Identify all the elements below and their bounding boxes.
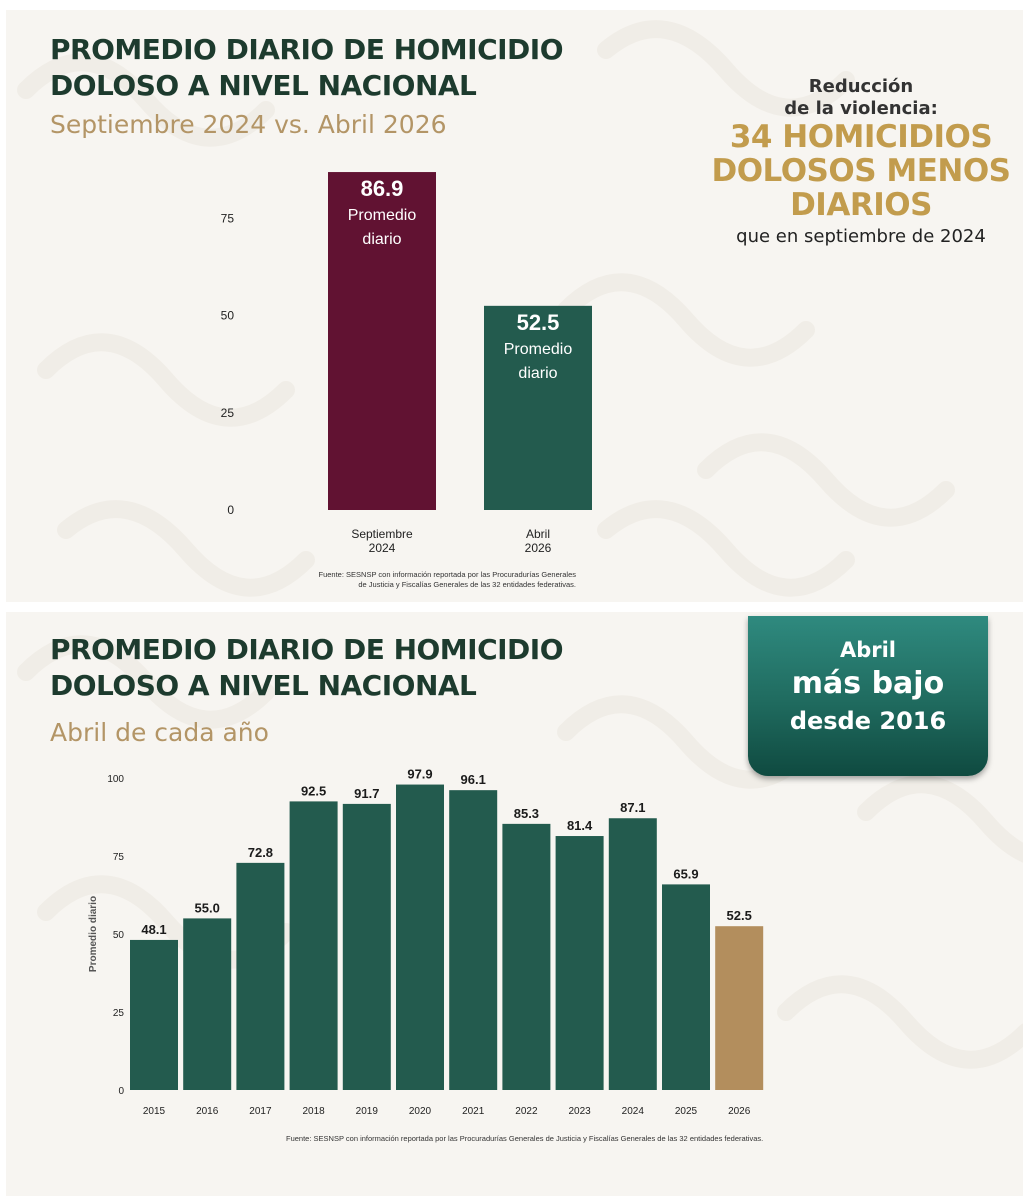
x-tick-label: 2015 [143, 1106, 166, 1117]
chart-title: PROMEDIO DIARIO DE HOMICIDIO DOLOSO A NI… [50, 632, 564, 704]
bar-value-label: 97.9 [407, 768, 432, 782]
x-tick-label: 2016 [196, 1106, 219, 1117]
chart-title: PROMEDIO DIARIO DE HOMICIDIO DOLOSO A NI… [50, 32, 564, 104]
bar-value-label: 52.5 [517, 310, 560, 335]
source-note: Fuente: SESNSP con información reportada… [256, 570, 577, 590]
lowest-since-2016-badge: Abril más bajo desde 2016 [748, 616, 988, 776]
panel-april-each-year: PROMEDIO DIARIO DE HOMICIDIO DOLOSO A NI… [6, 612, 1023, 1196]
bar [715, 926, 764, 1090]
y-tick-label: 0 [118, 1086, 124, 1097]
y-tick-label: 50 [221, 309, 235, 323]
y-tick-label: 75 [113, 852, 125, 863]
bar-value-label: 48.1 [141, 922, 166, 937]
x-tick-label: 2020 [409, 1106, 432, 1117]
bar [449, 790, 498, 1090]
bar-value-label: 81.4 [567, 818, 593, 833]
y-tick-label: 0 [227, 503, 234, 517]
background-pattern [17, 20, 955, 597]
bar-value-label: 96.1 [461, 772, 486, 787]
x-tick-label: 2024 [622, 1106, 645, 1117]
bar-sub-label: Promedio [504, 341, 573, 358]
badge-line1: Abril [839, 638, 897, 662]
x-tick-label: 2022 [515, 1106, 538, 1117]
bar-value-label: 86.9 [361, 176, 404, 201]
y-tick-label: 50 [113, 930, 125, 941]
chart-subtitle: Septiembre 2024 vs. Abril 2026 [50, 110, 447, 139]
bar [342, 803, 391, 1090]
x-tick-label: 2019 [356, 1106, 379, 1117]
source-line1: Fuente: SESNSP con información reportada… [318, 570, 577, 579]
callout-big1: 34 HOMICIDIOS [729, 119, 993, 155]
callout-line1: Reducción [808, 76, 914, 97]
bar [183, 918, 232, 1090]
bar-value-label: 52.5 [727, 908, 752, 923]
badge-line2: más bajo [791, 666, 945, 701]
bar-value-label: 87.1 [620, 800, 645, 815]
x-tick-label: 2017 [249, 1106, 272, 1117]
x-tick-label: 2023 [568, 1106, 591, 1117]
bar [236, 862, 285, 1090]
bar-value-label: 85.3 [514, 806, 539, 821]
y-tick-label: 75 [221, 211, 235, 225]
bar-value-label: 72.8 [248, 845, 273, 860]
bar-value-label: 91.7 [354, 786, 379, 801]
chart-title-line1: PROMEDIO DIARIO DE HOMICIDIO [50, 633, 564, 666]
chart-title-line2: DOLOSO A NIVEL NACIONAL [50, 69, 477, 102]
chart-subtitle: Abril de cada año [50, 718, 269, 747]
x-tick-label: Septiembre [351, 527, 413, 541]
bar [608, 818, 657, 1090]
source-note: Fuente: SESNSP con información reportada… [286, 1134, 764, 1143]
bar [328, 172, 436, 511]
chart-title-line2: DOLOSO A NIVEL NACIONAL [50, 669, 477, 702]
chart-title-line1: PROMEDIO DIARIO DE HOMICIDIO [50, 33, 564, 66]
x-tick-label: 2025 [675, 1106, 698, 1117]
bar-value-label: 55.0 [195, 900, 220, 915]
panel-september-vs-april: PROMEDIO DIARIO DE HOMICIDIO DOLOSO A NI… [6, 10, 1023, 602]
callout-big2: DOLOSOS MENOS [711, 153, 1011, 189]
source-line2: de Justicia y Fiscalías Generales de las… [358, 580, 576, 589]
annual-bar-chart: 0 25 50 75 100 Promedio diario 48.1 2015 55.0 201… [88, 768, 764, 1117]
bar [289, 801, 338, 1090]
reduction-callout: Reducción de la violencia: 34 HOMICIDIOS… [706, 76, 1016, 248]
callout-big3: DIARIOS [790, 187, 932, 223]
y-tick-label: 100 [107, 774, 124, 785]
y-axis-label: Promedio diario [88, 896, 99, 972]
bar [662, 884, 710, 1090]
badge-line3: desde 2016 [789, 707, 947, 735]
bar-sub-label: diario [362, 231, 401, 248]
y-tick-label: 25 [221, 406, 235, 420]
y-tick-label: 25 [113, 1008, 125, 1019]
x-tick-label: 2026 [525, 541, 552, 555]
x-tick-label: 2021 [462, 1106, 485, 1117]
callout-line2: de la violencia: [784, 98, 938, 119]
x-tick-label: 2026 [728, 1106, 751, 1117]
bar [396, 784, 444, 1090]
bar [130, 939, 178, 1090]
callout-line3: que en septiembre de 2024 [736, 226, 986, 247]
x-tick-label: 2018 [302, 1106, 325, 1117]
bar [555, 836, 604, 1090]
x-tick-label: 2024 [369, 541, 396, 555]
x-tick-label: Abril [526, 527, 550, 541]
bar [484, 305, 592, 510]
bar-value-label: 92.5 [301, 783, 326, 798]
bar-sub-label: diario [518, 365, 557, 382]
bar [502, 823, 551, 1090]
bar-sub-label: Promedio [348, 207, 417, 224]
bar-value-label: 65.9 [673, 866, 698, 881]
